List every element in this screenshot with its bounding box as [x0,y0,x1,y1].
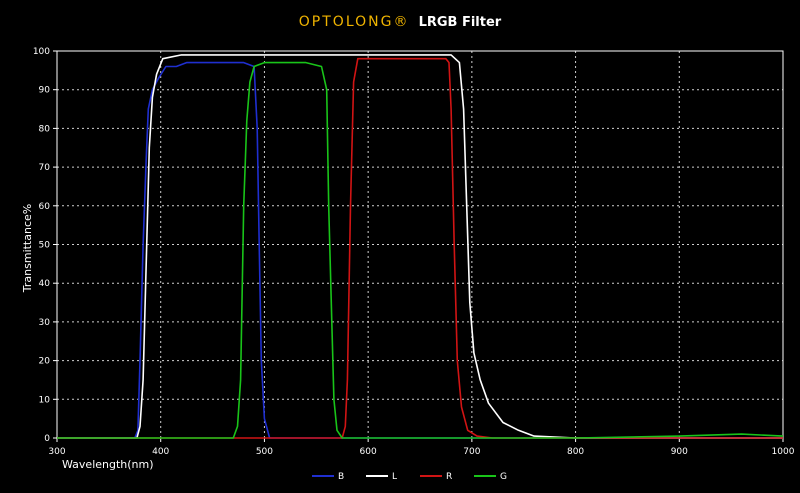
legend-label-l: L [392,472,397,482]
series-lines [57,54,784,439]
y-tick-label: 100 [33,47,50,57]
y-tick-label: 60 [39,202,51,212]
y-tick-label: 70 [39,163,51,173]
x-tick-label: 500 [256,447,273,457]
x-tick-label: 700 [463,447,480,457]
chart-grid [57,51,783,438]
y-tick-label: 90 [39,86,51,96]
x-tick-label: 800 [567,447,584,457]
x-axis-label: Wavelength(nm) [62,458,154,471]
chart-title: OPTOLONG® LRGB Filter [299,11,502,30]
y-tick-label: 0 [44,434,50,444]
chart-title-brand: OPTOLONG® [299,14,410,30]
chart-title-rest: LRGB Filter [419,15,502,30]
x-tick-label: 300 [48,447,65,457]
x-tick-label: 400 [152,447,169,457]
y-tick-label: 30 [39,318,51,328]
plot-area-frame [56,50,784,439]
y-tick-label: 20 [39,357,51,367]
y-tick-label: 40 [39,279,51,289]
x-tick-label: 600 [360,447,377,457]
series-line-g [57,61,784,439]
y-axis-label: Transmittance% [21,204,34,293]
legend-label-g: G [500,472,507,482]
x-tick-label: 900 [671,447,688,457]
series-line-r [57,57,783,439]
y-tick-label: 10 [39,395,51,405]
x-tick-label: 1000 [772,447,795,457]
legend-label-r: R [446,472,452,482]
series-line-l [57,54,783,439]
series-line-b [57,61,783,439]
y-tick-label: 50 [39,241,51,251]
y-tick-label: 80 [39,124,51,134]
legend-label-b: B [338,472,344,482]
x-axis-ticks: 300 400 500 600 700 800 900 1000 [48,438,795,457]
y-axis-ticks: 0 10 20 30 40 50 60 70 80 90 100 [33,47,57,444]
